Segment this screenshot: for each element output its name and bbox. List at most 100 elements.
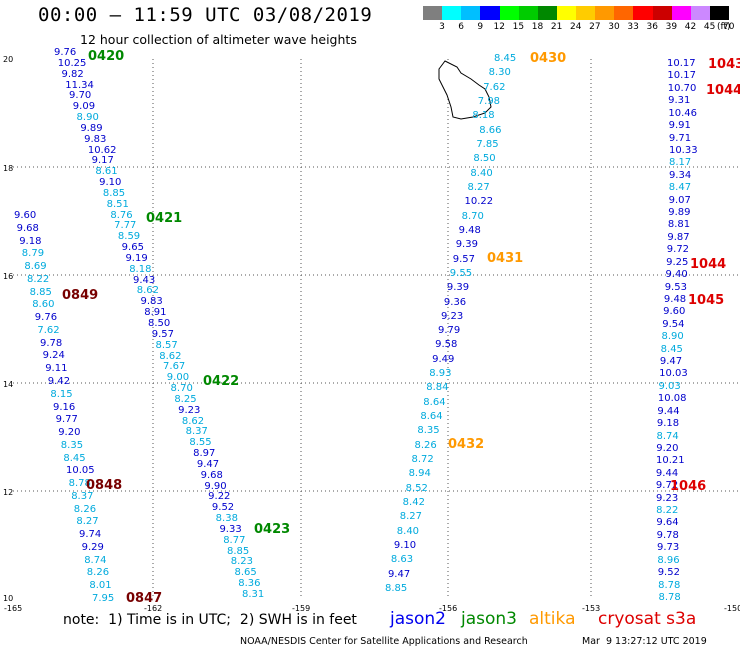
wave-height-value: 9.42 xyxy=(47,375,71,387)
pass-label: 0422 xyxy=(203,374,240,389)
scale-label: 12 xyxy=(493,22,505,32)
scale-swatch xyxy=(652,6,672,20)
wave-height-value: 8.40 xyxy=(470,167,493,179)
wave-height-value: 8.78 xyxy=(658,592,681,603)
scale-swatch xyxy=(499,6,519,20)
wave-height-value: 10.03 xyxy=(659,368,688,380)
wave-height-value: 9.47 xyxy=(387,568,411,580)
wave-height-value: 8.85 xyxy=(29,286,52,298)
scale-swatch xyxy=(671,6,691,20)
wave-height-value: 9.71 xyxy=(668,132,692,144)
pass-label: 0431 xyxy=(487,251,524,266)
wave-height-value: 8.90 xyxy=(76,112,99,124)
wave-height-value: 9.52 xyxy=(211,502,235,514)
wave-height-value: 10.33 xyxy=(668,144,698,156)
wave-height-value: 9.91 xyxy=(668,120,691,132)
wave-height-value: 9.65 xyxy=(121,242,144,254)
scale-label: 3 xyxy=(439,22,445,32)
wave-height-value: 9.29 xyxy=(81,541,104,553)
y-tick-label: 20 xyxy=(3,55,14,64)
wave-height-value: 9.53 xyxy=(664,281,687,293)
x-tick-label: -156 xyxy=(439,604,458,613)
wave-height-value: 8.90 xyxy=(661,331,684,343)
wave-height-value: 9.18 xyxy=(656,418,680,430)
y-tick-label: 10 xyxy=(3,594,14,603)
scale-label: 39 xyxy=(665,22,678,32)
wave-height-value: 9.40 xyxy=(665,269,688,281)
wave-height-value: 8.62 xyxy=(181,415,205,427)
pass-label: 1043 xyxy=(708,57,740,72)
wave-height-value: 8.97 xyxy=(193,448,216,460)
wave-height-value: 8.26 xyxy=(86,567,110,579)
wave-height-value: 9.68 xyxy=(200,469,223,481)
wave-height-value: 8.45 xyxy=(63,452,86,464)
x-tick-label: -159 xyxy=(292,604,311,613)
wave-height-value: 9.20 xyxy=(58,427,81,439)
wave-height-value: 9.19 xyxy=(125,252,148,264)
wave-height-value: 9.87 xyxy=(667,231,690,243)
scale-label: (ft) xyxy=(717,22,731,32)
wave-height-value: 9.36 xyxy=(443,296,467,308)
wave-height-value: 8.59 xyxy=(117,231,141,243)
wave-height-value: 9.72 xyxy=(655,480,679,492)
scale-label: 27 xyxy=(589,22,601,32)
wave-height-value: 10.25 xyxy=(57,57,87,69)
scale-swatch xyxy=(480,6,500,20)
wave-height-value: 8.37 xyxy=(71,490,94,502)
wave-height-value: 8.63 xyxy=(390,554,414,566)
y-tick-label: 12 xyxy=(3,488,14,497)
wave-height-value: 8.26 xyxy=(73,503,97,515)
wave-height-value: 10.05 xyxy=(66,465,95,477)
legend-cryosat: cryosat s3a xyxy=(598,609,697,629)
wave-height-value: 8.79 xyxy=(21,248,45,260)
wave-height-value: 9.57 xyxy=(452,253,476,265)
scale-label: 36 xyxy=(646,22,658,32)
scale-swatch xyxy=(537,6,557,20)
wave-height-value: 10.17 xyxy=(667,58,696,69)
wave-height-value: 8.62 xyxy=(136,285,159,297)
wave-height-value: 8.77 xyxy=(223,534,246,546)
wave-height-value: 8.26 xyxy=(414,439,437,451)
wave-height-value: 9.76 xyxy=(34,312,58,324)
wave-height-value: 8.70 xyxy=(170,383,193,395)
wave-height-value: 8.85 xyxy=(385,583,408,594)
wave-height-value: 9.33 xyxy=(219,523,242,535)
wave-height-value: 9.03 xyxy=(658,380,681,392)
wave-height-value: 8.18 xyxy=(129,263,152,275)
scale-label: 15 xyxy=(512,22,525,32)
wave-height-value: 8.78 xyxy=(68,478,91,490)
wave-height-value: 8.35 xyxy=(417,425,440,437)
wave-height-value: 7.85 xyxy=(476,138,499,150)
y-tick-label: 14 xyxy=(3,380,14,389)
wave-height-value: 9.23 xyxy=(440,310,464,322)
wave-height-value: 9.09 xyxy=(72,101,96,113)
wave-height-value: 9.90 xyxy=(204,480,227,492)
wave-height-value: 9.47 xyxy=(659,356,683,368)
scale-label: 21 xyxy=(550,22,563,32)
wave-height-value: 9.77 xyxy=(55,414,78,426)
x-tick-label: -162 xyxy=(144,604,163,613)
scale-label: 45 xyxy=(703,22,716,32)
wave-height-value: 8.22 xyxy=(27,273,50,285)
wave-height-value: 8.84 xyxy=(426,382,449,394)
wave-height-value: 9.44 xyxy=(655,467,679,479)
wave-height-value: 8.72 xyxy=(411,454,434,466)
wave-height-value: 8.81 xyxy=(667,219,691,231)
wave-height-value: 8.45 xyxy=(494,53,517,64)
wave-height-value: 9.23 xyxy=(178,404,201,416)
wave-height-value: 8.65 xyxy=(234,567,257,579)
wave-height-value: 7.98 xyxy=(477,95,501,107)
wave-height-value: 8.76 xyxy=(110,209,133,221)
wave-height-value: 9.52 xyxy=(657,567,680,579)
scale-swatch xyxy=(633,6,653,20)
wave-height-value: 8.50 xyxy=(473,153,496,165)
wave-height-value: 9.25 xyxy=(666,256,689,268)
wave-height-value: 8.35 xyxy=(60,439,84,451)
wave-height-value: 8.70 xyxy=(461,210,484,222)
pass-label: 0848 xyxy=(86,478,123,493)
wave-height-value: 9.48 xyxy=(458,224,481,236)
wave-height-value: 8.45 xyxy=(660,343,683,355)
credit-line: NOAA/NESDIS Center for Satellite Applica… xyxy=(240,636,528,647)
scale-label: 33 xyxy=(627,22,639,32)
